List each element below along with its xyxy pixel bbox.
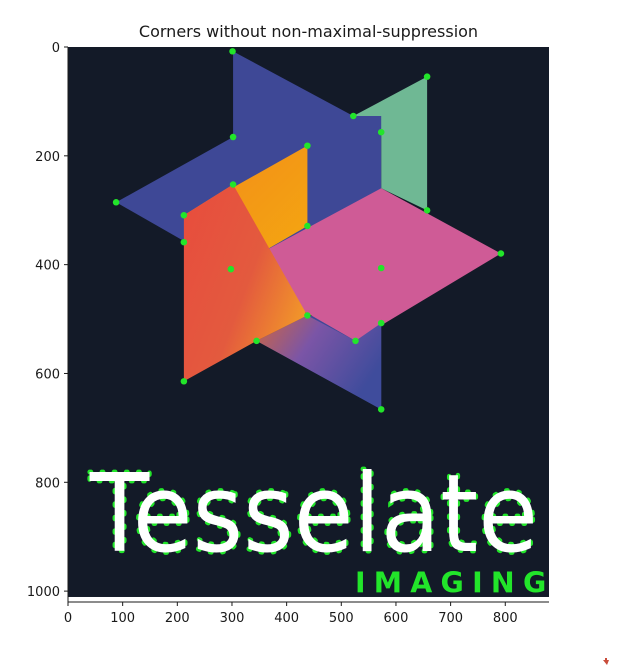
y-tick-label: 400 <box>35 259 60 274</box>
purple-blend <box>256 315 382 410</box>
x-tick-label: 800 <box>493 611 518 626</box>
corner-point <box>377 128 385 136</box>
corner-point <box>229 133 237 141</box>
corner-point <box>352 337 359 345</box>
x-tick-label: 0 <box>64 611 72 626</box>
corner-point <box>423 73 431 80</box>
y-tick-label: 200 <box>35 150 60 165</box>
corner-point <box>112 199 120 206</box>
corner-point <box>304 222 311 230</box>
corner-point <box>180 211 188 219</box>
corner-point <box>304 142 311 149</box>
x-tick-label: 100 <box>110 611 135 626</box>
red-panel <box>183 184 308 382</box>
corner-point <box>253 337 260 345</box>
y-tick-label: 0 <box>52 41 60 56</box>
wordmark-text: Tesselate <box>89 451 538 577</box>
corner-point <box>229 48 236 55</box>
plot-title: Corners without non-maximal-suppression <box>138 22 479 41</box>
wordmark-subtitle: IMAGING <box>355 567 546 600</box>
corner-point <box>229 181 237 188</box>
corner-point <box>227 265 235 273</box>
x-tick-label: 500 <box>329 611 354 626</box>
green-panel <box>353 76 428 211</box>
corner-point <box>304 312 311 319</box>
pointer-icon <box>603 658 609 665</box>
x-tick-label: 700 <box>438 611 463 626</box>
x-tick-label: 300 <box>220 611 245 626</box>
corner-markers <box>112 48 505 413</box>
y-tick-label: 800 <box>35 476 60 491</box>
corner-point <box>180 238 188 246</box>
x-tick-label: 400 <box>274 611 299 626</box>
x-tick-label: 200 <box>165 611 190 626</box>
x-tick-label: 600 <box>384 611 409 626</box>
corner-point <box>377 406 385 413</box>
corner-point <box>497 250 505 257</box>
y-tick-label: 600 <box>35 367 60 382</box>
corner-point <box>180 378 188 385</box>
corner-point <box>377 264 385 272</box>
y-axis-ticks: 0 200 400 600 800 1000 <box>27 41 68 600</box>
y-tick-label: 1000 <box>27 585 60 600</box>
x-axis-ticks: 0 100 200 300 400 500 600 700 800 <box>64 602 518 626</box>
corner-point <box>377 319 385 327</box>
corner-point <box>423 207 431 214</box>
corner-point <box>350 112 357 120</box>
